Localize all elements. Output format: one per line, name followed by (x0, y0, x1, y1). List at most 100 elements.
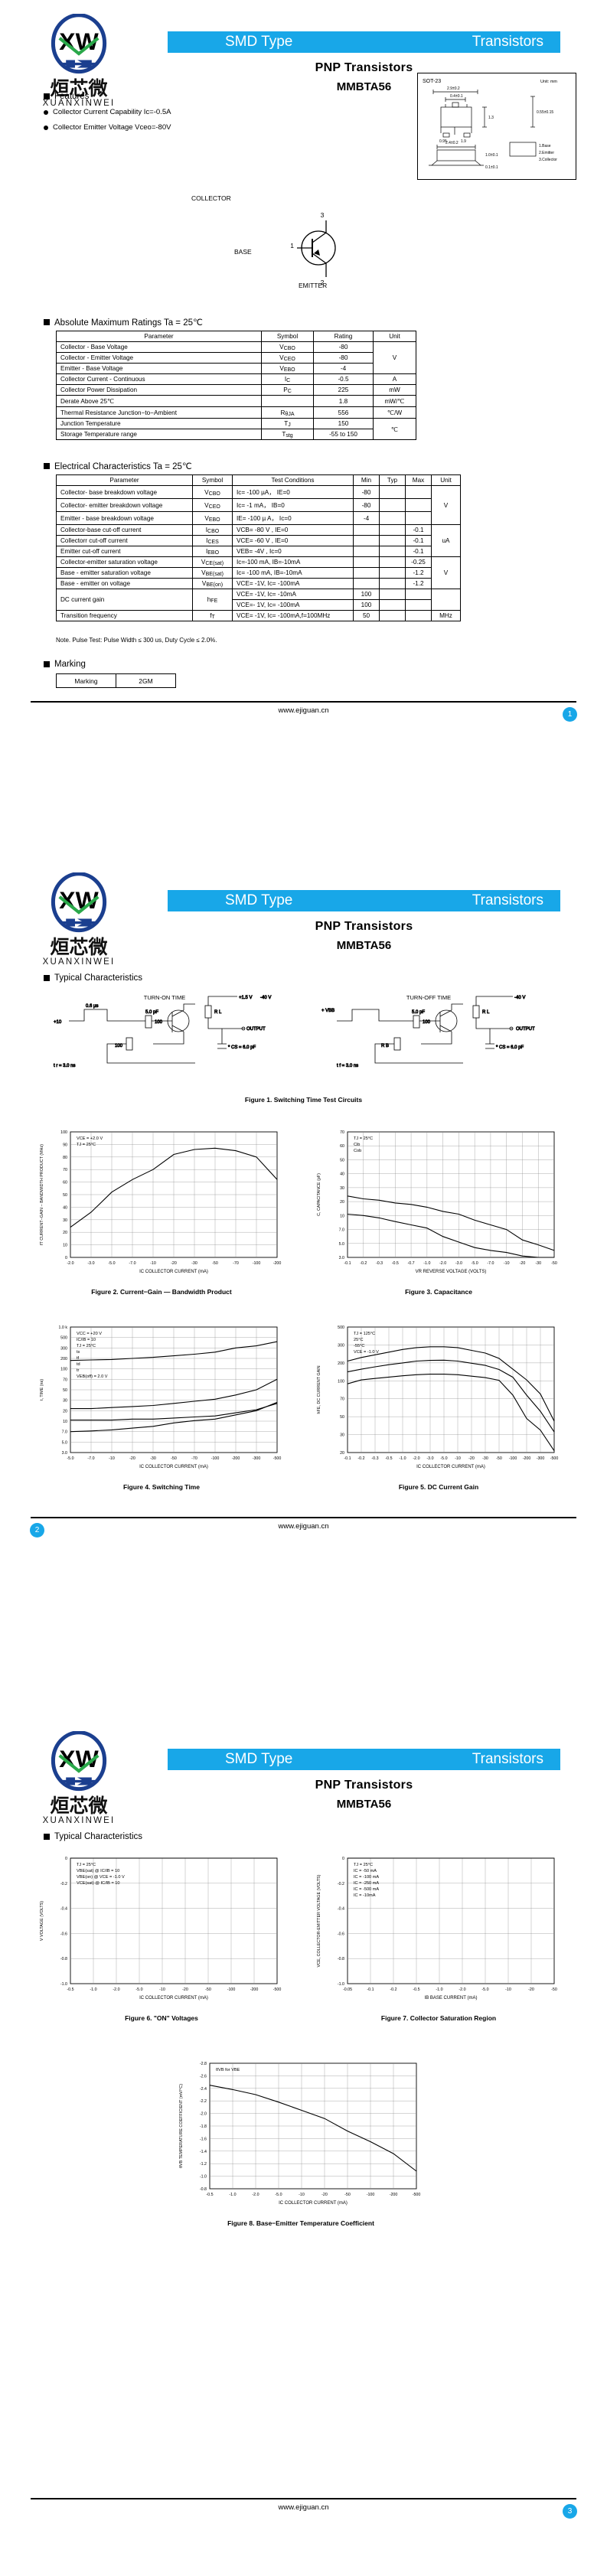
svg-text:100: 100 (60, 1368, 67, 1372)
svg-text:60: 60 (63, 1181, 67, 1185)
svg-text:-10: -10 (299, 2193, 305, 2197)
svg-text:-30: -30 (150, 1456, 156, 1461)
square-bullet-icon (44, 93, 50, 99)
unit-cell: V (431, 485, 461, 525)
table-row: Base - emitter on voltage VBE(on) VCE= -1V… (56, 578, 461, 589)
table-row: Collector - Base Voltage VCBO -80 V (56, 341, 416, 374)
svg-text:-30: -30 (535, 1261, 541, 1266)
svg-text:30: 30 (340, 1186, 344, 1191)
svg-text:-200: -200 (390, 2193, 398, 2197)
table-row: Transition frequency fT VCE= -1V, Ic= -100… (56, 610, 461, 621)
svg-text:-0.1: -0.1 (344, 1261, 351, 1266)
svg-text:td: td (77, 1362, 80, 1367)
figure-8-caption: Figure 8. Base−Emitter Temperature Coeff… (227, 2219, 374, 2227)
footer-website: www.ejiguan.cn (278, 2503, 329, 2512)
svg-text:0: 0 (342, 1857, 344, 1861)
rating-cell: 225 (313, 384, 374, 396)
min-cell: 100 (353, 599, 380, 611)
table-row: DC current gain hFE VCE= -1V, Ic= -10mA 100 (56, 589, 461, 611)
unit-cell: ℃/W (373, 406, 416, 419)
svg-text:-1.0: -1.0 (60, 1982, 67, 1987)
min-cell (353, 556, 380, 568)
svg-text:-50: -50 (212, 1261, 218, 1266)
min-cell: -4 (353, 511, 380, 525)
svg-text:IC COLLECTOR CURRENT (mA): IC COLLECTOR CURRENT (mA) (139, 1270, 208, 1274)
param-cell: Collector-base cut-off current (56, 524, 193, 536)
svg-text:-200: -200 (250, 1987, 259, 1992)
min-cell: 50 (353, 610, 380, 621)
table-row: Emitter cut-off current IEBO VEB= -4V , Ic… (56, 546, 461, 557)
conditions-cell: IE= -100 µ A， Ic=0 (232, 511, 354, 525)
svg-text:-5.0: -5.0 (67, 1456, 73, 1461)
marking-table-wrap: Marking 2GM (56, 673, 176, 688)
abs-max-table: Parameter Symbol Rating Unit Collector - B… (56, 331, 416, 440)
typical-heading-label: Typical Characteristics (54, 1832, 143, 1841)
feature-label: Collector Current Capability Ic=-0.5A (53, 108, 171, 116)
svg-text:-0.7: -0.7 (408, 1261, 415, 1266)
company-logo: XW 烜芯微 XUANXINWEI (29, 14, 129, 108)
rating-cell: -0.5 (313, 373, 374, 385)
svg-text:-2.0: -2.0 (413, 1456, 419, 1461)
table-row: Collector-emitter saturation voltage VCE(… (56, 556, 461, 589)
svg-text:VEB(off) = 2.0 V: VEB(off) = 2.0 V (77, 1374, 108, 1379)
typ-cell (379, 589, 406, 600)
svg-text:IC = -100 mA: IC = -100 mA (354, 1875, 379, 1880)
package-drawing-svg: SOT-23 Unit: mm 2.9±0.2 0.4±0.1 1.3 0.95… (423, 79, 557, 170)
svg-text:30: 30 (340, 1433, 344, 1438)
svg-text:-1.6: -1.6 (200, 2137, 207, 2141)
svg-text:20: 20 (63, 1409, 67, 1414)
table-header-row: Parameter Symbol Rating Unit (56, 331, 416, 342)
pin-2-label: 2 (321, 279, 325, 286)
typ-cell (379, 578, 406, 589)
svg-text:7.0: 7.0 (339, 1228, 344, 1233)
abs-max-heading: Absolute Maximum Ratings Ta = 25℃ (44, 317, 203, 328)
svg-text:-0.2: -0.2 (60, 1882, 67, 1886)
svg-text:+1.5 V: +1.5 V (239, 996, 253, 1000)
collector-label: COLLECTOR (191, 194, 231, 202)
transistor-symbol: 3 2 1 COLLECTOR BASE EMITTER (191, 194, 390, 289)
svg-text:20: 20 (340, 1200, 344, 1205)
svg-text:500: 500 (60, 1336, 67, 1341)
unit-cell: A (373, 373, 416, 385)
svg-text:-500: -500 (273, 1987, 282, 1992)
svg-text:TJ = 25°C: TJ = 25°C (77, 1344, 96, 1348)
fig2-svg: -2.0 -3.0 -5.0 -7.0 -10 -20 -30 -50 -70 -100 -200 0… (40, 1130, 281, 1274)
typ-cell (379, 524, 406, 536)
svg-text:2.4±0.2: 2.4±0.2 (445, 141, 459, 145)
param-cell: Collector - Base Voltage (56, 341, 262, 353)
svg-text:20: 20 (63, 1231, 67, 1235)
svg-text:-1.0: -1.0 (399, 1456, 406, 1461)
footer-website: www.ejiguan.cn (278, 706, 329, 715)
svg-text:7.0: 7.0 (62, 1430, 67, 1435)
logo-english-name: XUANXINWEI (42, 99, 116, 108)
elec-table-body: Collector- base breakdown voltage VCBO Ic=… (56, 485, 461, 621)
svg-text:+ VBB: + VBB (321, 1009, 335, 1013)
min-cell (353, 535, 380, 546)
symbol-cell: RθJA (261, 406, 314, 419)
pin-note-1: 1.Base (539, 144, 551, 148)
figure-4-chart: -5.0 -7.0 -10 -20 -30 -50 -70 -100 -200 -300 -500 3… (35, 1318, 288, 1491)
svg-text:V VOLTAGE (VOLTS): V VOLTAGE (VOLTS) (40, 1901, 44, 1941)
banner-right-label: Transistors (472, 1751, 543, 1767)
svg-text:3.0: 3.0 (339, 1256, 344, 1260)
svg-text:-0.1: -0.1 (367, 1987, 374, 1992)
svg-text:IC/IB = 10: IC/IB = 10 (77, 1338, 96, 1342)
max-cell (405, 599, 432, 611)
svg-text:-100: -100 (227, 1987, 236, 1992)
header-banner: SMD Type Transistors (168, 1749, 560, 1770)
svg-text:-3.0: -3.0 (426, 1456, 433, 1461)
table-row: Emitter - Base Voltage VEBO -4 (56, 363, 416, 374)
svg-text:40: 40 (340, 1172, 344, 1177)
svg-text:-30: -30 (482, 1456, 488, 1461)
company-logo: XW 烜芯微 XUANXINWEI (29, 872, 129, 967)
page-number-badge: 1 (563, 707, 577, 722)
typ-cell (379, 556, 406, 568)
svg-text:70: 70 (340, 1130, 344, 1135)
svg-text:-5.0: -5.0 (481, 1987, 488, 1992)
round-bullet-icon (44, 109, 48, 115)
unit-cell: uA (431, 524, 461, 557)
svg-text:20: 20 (340, 1451, 344, 1456)
svg-text:-0.2: -0.2 (338, 1882, 344, 1886)
svg-text:25°C: 25°C (354, 1338, 364, 1342)
max-cell (405, 485, 432, 499)
